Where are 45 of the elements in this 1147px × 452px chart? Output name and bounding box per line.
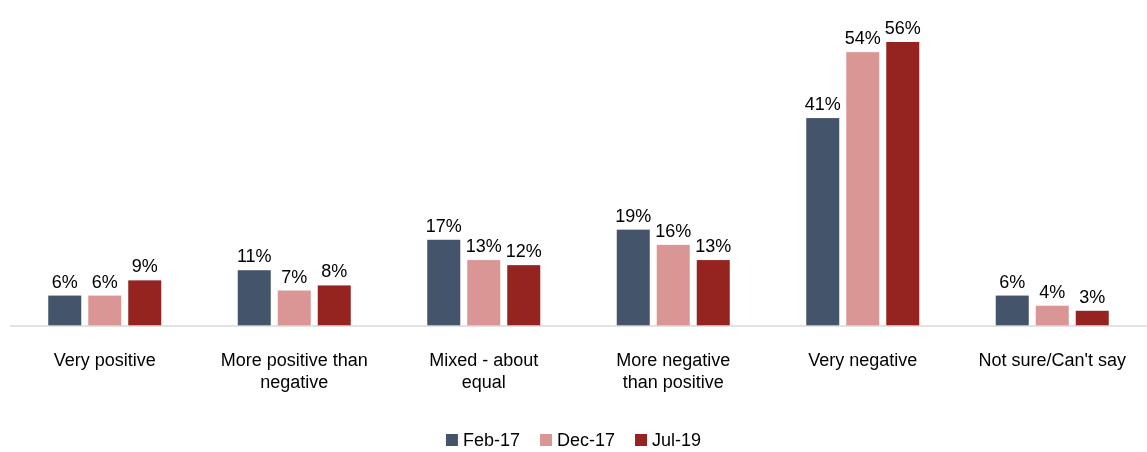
bar xyxy=(48,295,82,326)
x-tick-label: Mixed - about equal xyxy=(429,350,539,392)
data-label: 54% xyxy=(844,28,881,49)
data-label: 11% xyxy=(236,246,272,267)
bar xyxy=(427,239,461,326)
legend-label: Dec-17 xyxy=(556,430,616,450)
x-tick-label: More negative than positive xyxy=(616,350,731,392)
x-tick-label: Very negative xyxy=(808,350,918,370)
data-label: 4% xyxy=(1039,281,1066,302)
legend-label: Jul-19 xyxy=(652,430,702,450)
bar xyxy=(237,270,271,326)
bar xyxy=(995,295,1029,326)
data-label: 13% xyxy=(695,236,732,257)
bar xyxy=(1075,310,1109,326)
data-label: 56% xyxy=(884,18,921,38)
data-label: 6% xyxy=(51,271,78,292)
data-label: 7% xyxy=(281,266,308,287)
bar xyxy=(507,265,541,326)
bar xyxy=(128,280,162,326)
data-label: 3% xyxy=(1079,286,1106,307)
data-label: 9% xyxy=(131,256,158,277)
bar xyxy=(696,260,730,326)
data-label: 17% xyxy=(425,215,462,236)
data-label: 19% xyxy=(615,205,652,226)
bar xyxy=(1035,305,1069,326)
data-label: 12% xyxy=(505,241,542,262)
legend-label: Feb-17 xyxy=(462,430,520,450)
bar xyxy=(616,229,650,326)
x-tick-label: Very positive xyxy=(53,350,156,370)
bar xyxy=(277,290,311,326)
bar xyxy=(806,118,840,326)
data-label: 6% xyxy=(999,271,1026,292)
bar xyxy=(886,42,920,326)
data-label: 6% xyxy=(91,271,118,292)
data-label: 16% xyxy=(655,220,692,241)
bar xyxy=(467,260,501,326)
bar xyxy=(846,52,880,326)
bar xyxy=(317,285,351,326)
x-tick-label: Not sure/Can't say xyxy=(978,350,1126,370)
x-tick-label: More positive than negative xyxy=(220,350,368,392)
bar xyxy=(656,244,690,326)
data-label: 8% xyxy=(321,261,348,282)
data-label: 41% xyxy=(804,94,841,115)
data-label: 13% xyxy=(465,236,502,257)
bar xyxy=(88,295,122,326)
